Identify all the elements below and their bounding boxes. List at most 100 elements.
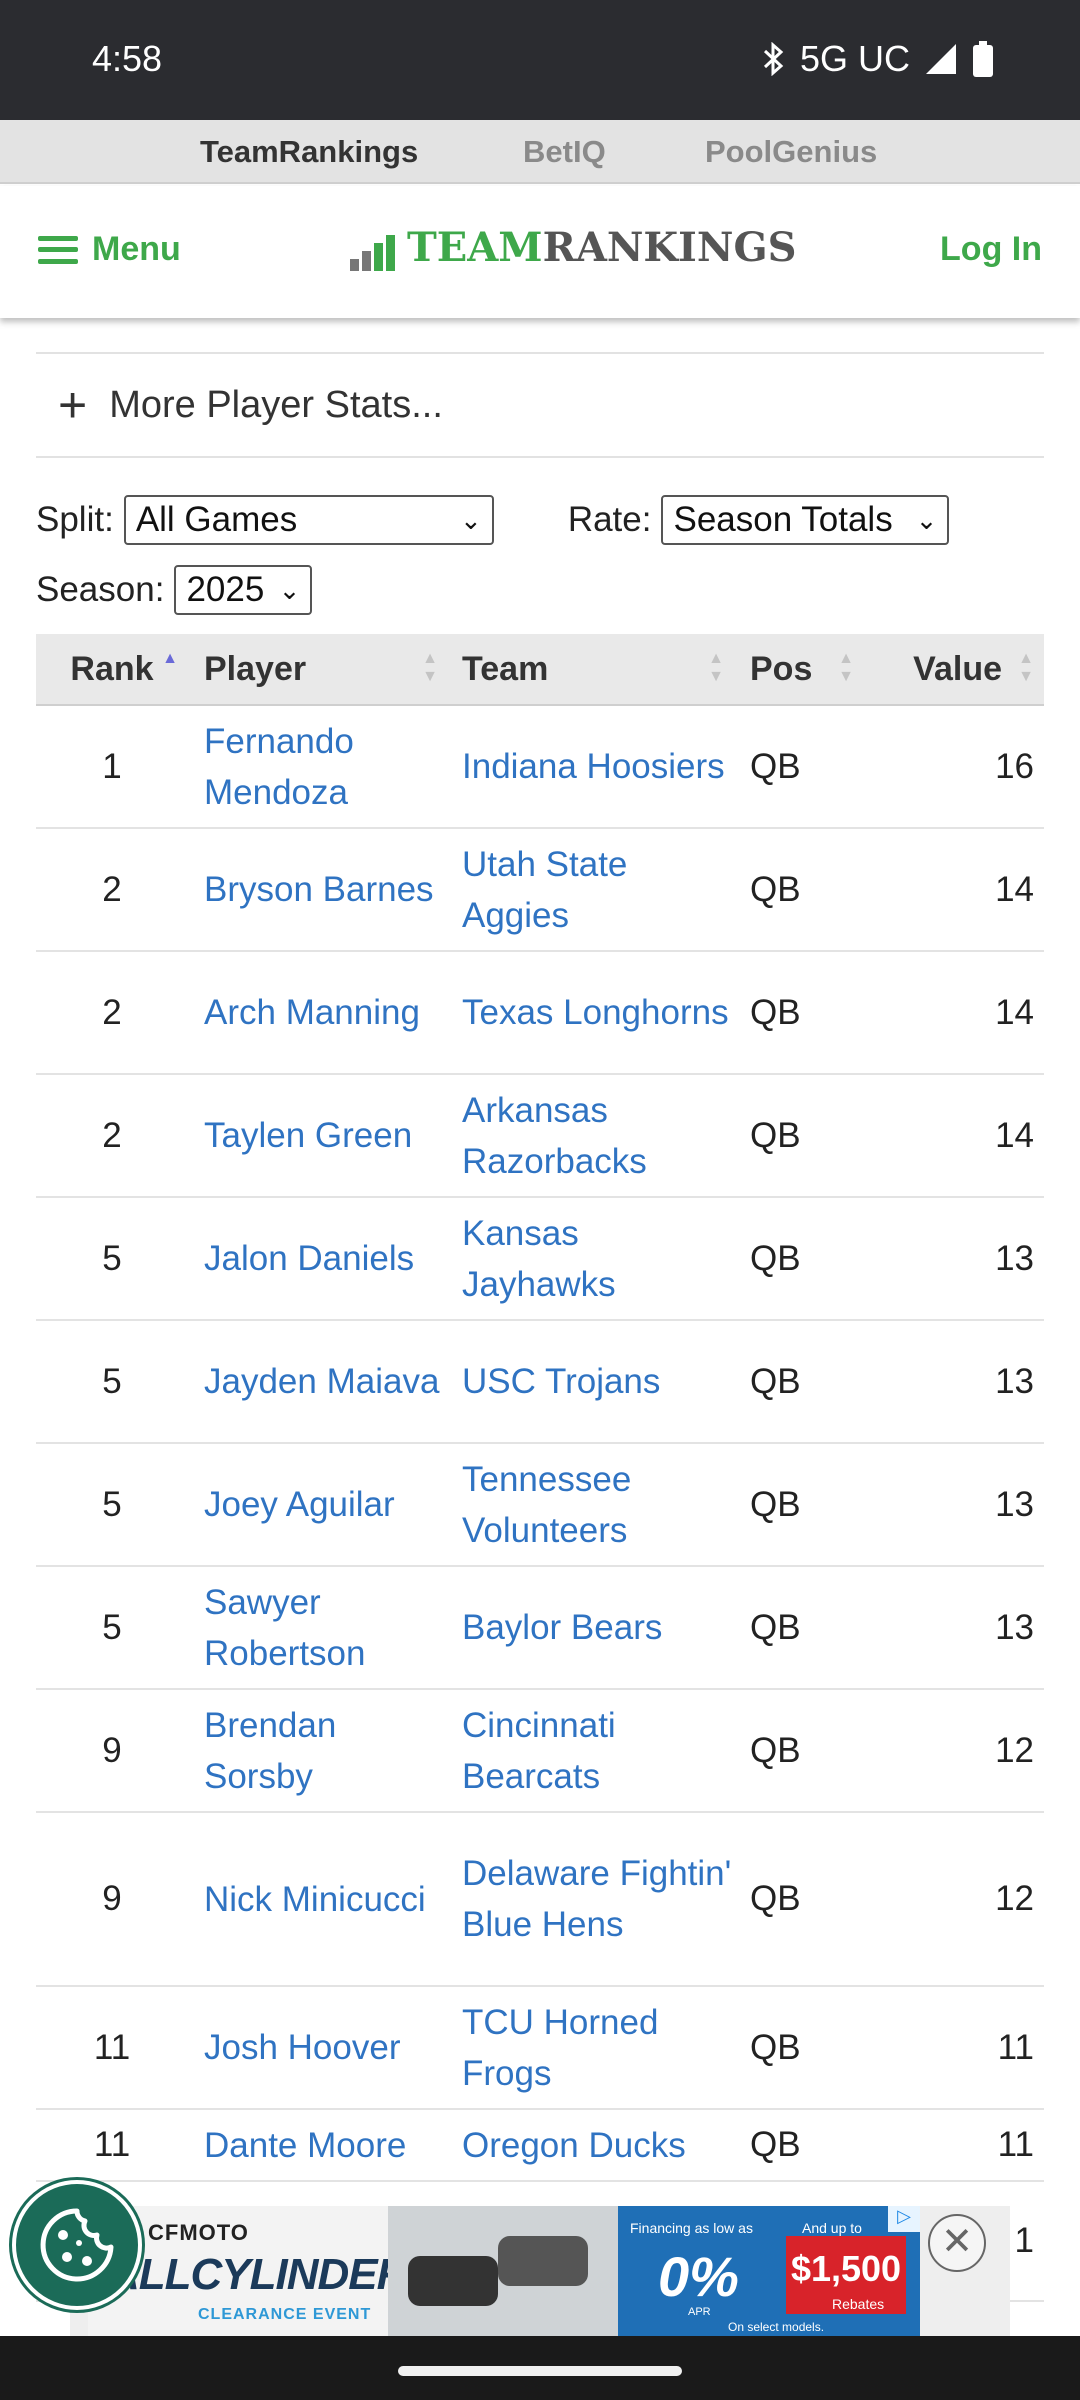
season-label: Season: bbox=[36, 570, 165, 609]
pos-header-label: Pos bbox=[750, 649, 813, 688]
close-ad-icon[interactable]: ✕ bbox=[928, 2214, 986, 2272]
player-link[interactable]: Jayden Maiava bbox=[204, 1362, 440, 1401]
pos-cell: QB bbox=[750, 1484, 801, 1524]
team-link[interactable]: Indiana Hoosiers bbox=[462, 747, 725, 786]
rank-cell: 5 bbox=[102, 1484, 122, 1524]
chevron-down-icon: ⌄ bbox=[278, 574, 301, 605]
pos-cell: QB bbox=[750, 1361, 801, 1401]
rank-cell: 9 bbox=[102, 1730, 122, 1770]
player-link[interactable]: Joey Aguilar bbox=[204, 1485, 395, 1524]
player-stats-table: Rank ▲ Player ▲ ▼ Team ▲ ▼ Pos ▲ ▼ Value ▲ ▼… bbox=[36, 634, 1044, 2302]
table-row: 5 Jayden Maiava USC Trojans QB 13 bbox=[36, 1321, 1044, 1444]
value-cell: 12 bbox=[995, 1730, 1034, 1770]
team-link[interactable]: Tennessee Volunteers bbox=[462, 1459, 632, 1550]
vehicle-image bbox=[408, 2256, 498, 2306]
season-value: 2025 bbox=[186, 570, 265, 609]
column-header-player[interactable]: Player ▲ ▼ bbox=[188, 634, 448, 704]
player-link[interactable]: Sawyer Robertson bbox=[204, 1582, 366, 1673]
rank-header-label: Rank bbox=[70, 649, 154, 688]
chevron-down-icon: ⌄ bbox=[915, 504, 938, 535]
adchoices-icon[interactable]: ▷ bbox=[888, 2206, 920, 2232]
player-link[interactable]: Jalon Daniels bbox=[204, 1239, 415, 1278]
table-row: 9 Nick Minicucci Delaware Fightin' Blue … bbox=[36, 1813, 1044, 1987]
pos-cell: QB bbox=[750, 1879, 801, 1918]
team-link[interactable]: Utah State Aggies bbox=[462, 844, 628, 935]
value-cell: 1 bbox=[1014, 2221, 1034, 2260]
value-cell: 13 bbox=[995, 1361, 1034, 1401]
cookie-settings-button[interactable] bbox=[12, 2180, 142, 2310]
site-logo[interactable]: TeamRankings bbox=[350, 224, 797, 271]
team-link[interactable]: Delaware Fightin' Blue Hens bbox=[462, 1854, 732, 1944]
player-link[interactable]: Bryson Barnes bbox=[204, 870, 434, 909]
home-gesture-handle[interactable] bbox=[398, 2366, 682, 2376]
player-link[interactable]: Josh Hoover bbox=[204, 2028, 401, 2067]
team-link[interactable]: Kansas Jayhawks bbox=[462, 1213, 616, 1304]
rank-cell: 1 bbox=[102, 746, 122, 786]
pos-cell: QB bbox=[750, 2027, 801, 2067]
ad-offer-panel: Financing as low as 0% APR And up to $1,… bbox=[618, 2206, 920, 2338]
column-header-pos[interactable]: Pos ▲ ▼ bbox=[734, 634, 864, 704]
more-player-stats-toggle[interactable]: + More Player Stats... bbox=[36, 352, 1044, 458]
more-player-stats-label: More Player Stats... bbox=[109, 383, 443, 426]
status-bar: 4:58 5G UC bbox=[0, 0, 1080, 120]
team-link[interactable]: Cincinnati Bearcats bbox=[462, 1705, 616, 1796]
site-tab-betiq[interactable]: BetIQ bbox=[523, 134, 606, 169]
value-cell: 11 bbox=[997, 2027, 1034, 2067]
split-label: Split: bbox=[36, 500, 114, 539]
value-cell: 14 bbox=[995, 869, 1034, 909]
rank-cell: 5 bbox=[102, 1238, 122, 1278]
player-link[interactable]: Fernando Mendoza bbox=[204, 721, 354, 812]
menu-label: Menu bbox=[92, 230, 181, 268]
site-switcher: TeamRankings BetIQ PoolGenius bbox=[0, 120, 1080, 184]
team-link[interactable]: USC Trojans bbox=[462, 1362, 661, 1401]
team-header-label: Team bbox=[462, 649, 549, 688]
plus-icon: + bbox=[58, 377, 88, 433]
pos-cell: QB bbox=[750, 1115, 801, 1155]
team-link[interactable]: Oregon Ducks bbox=[462, 2125, 686, 2165]
rank-cell: 5 bbox=[102, 1607, 122, 1647]
sort-ascending-icon: ▲ bbox=[162, 650, 178, 667]
column-header-rank[interactable]: Rank ▲ bbox=[36, 634, 188, 704]
ad-rebate-prefix: And up to bbox=[802, 2220, 862, 2236]
site-tab-teamrankings[interactable]: TeamRankings bbox=[200, 134, 419, 169]
ad-banner[interactable]: CFMOTO ALLCYLINDERS CLEARANCE EVENT Fina… bbox=[70, 2206, 1010, 2338]
value-cell: 14 bbox=[995, 1115, 1034, 1155]
sort-icon: ▲ ▼ bbox=[708, 650, 724, 685]
column-header-value[interactable]: Value ▲ ▼ bbox=[864, 634, 1044, 704]
season-select[interactable]: 2025 ⌄ bbox=[174, 565, 313, 615]
hamburger-icon bbox=[38, 235, 78, 264]
pos-cell: QB bbox=[750, 746, 801, 786]
cookie-icon bbox=[40, 2208, 114, 2282]
player-link[interactable]: Taylen Green bbox=[204, 1116, 413, 1155]
table-row: 2 Bryson Barnes Utah State Aggies QB 14 bbox=[36, 829, 1044, 952]
login-link[interactable]: Log In bbox=[940, 230, 1042, 268]
value-cell: 16 bbox=[995, 746, 1034, 786]
player-link[interactable]: Arch Manning bbox=[204, 993, 420, 1032]
team-link[interactable]: Arkansas Razorbacks bbox=[462, 1090, 647, 1181]
logo-bars-icon bbox=[350, 235, 395, 271]
value-header-label: Value bbox=[913, 649, 1002, 688]
player-link[interactable]: Brendan Sorsby bbox=[204, 1705, 337, 1796]
column-header-team[interactable]: Team ▲ ▼ bbox=[448, 634, 734, 704]
player-header-label: Player bbox=[204, 649, 307, 688]
team-link[interactable]: TCU Horned Frogs bbox=[462, 2002, 659, 2093]
rank-cell: 2 bbox=[102, 992, 122, 1032]
player-link[interactable]: Nick Minicucci bbox=[204, 1879, 426, 1919]
split-select[interactable]: All Games ⌄ bbox=[123, 495, 494, 545]
table-row: 2 Arch Manning Texas Longhorns QB 14 bbox=[36, 952, 1044, 1075]
team-link[interactable]: Texas Longhorns bbox=[462, 993, 729, 1032]
ad-creative[interactable]: CFMOTO ALLCYLINDERS CLEARANCE EVENT Fina… bbox=[88, 2206, 920, 2338]
pos-cell: QB bbox=[750, 1730, 801, 1770]
site-tab-poolgenius[interactable]: PoolGenius bbox=[705, 134, 878, 169]
table-row: 5 Sawyer Robertson Baylor Bears QB 13 bbox=[36, 1567, 1044, 1690]
team-link[interactable]: Baylor Bears bbox=[462, 1608, 663, 1647]
rank-cell: 2 bbox=[102, 1115, 122, 1155]
logo-team: Team bbox=[407, 224, 543, 271]
sort-icon: ▲ ▼ bbox=[422, 650, 438, 685]
menu-button[interactable]: Menu bbox=[38, 230, 181, 269]
chevron-down-icon: ⌄ bbox=[460, 504, 482, 535]
player-link[interactable]: Dante Moore bbox=[204, 2125, 407, 2165]
ad-rate: 0% bbox=[658, 2245, 739, 2308]
filter-controls: Split: All Games ⌄ Rate: Season Totals ⌄… bbox=[36, 494, 1044, 616]
rate-select[interactable]: Season Totals ⌄ bbox=[661, 495, 950, 545]
